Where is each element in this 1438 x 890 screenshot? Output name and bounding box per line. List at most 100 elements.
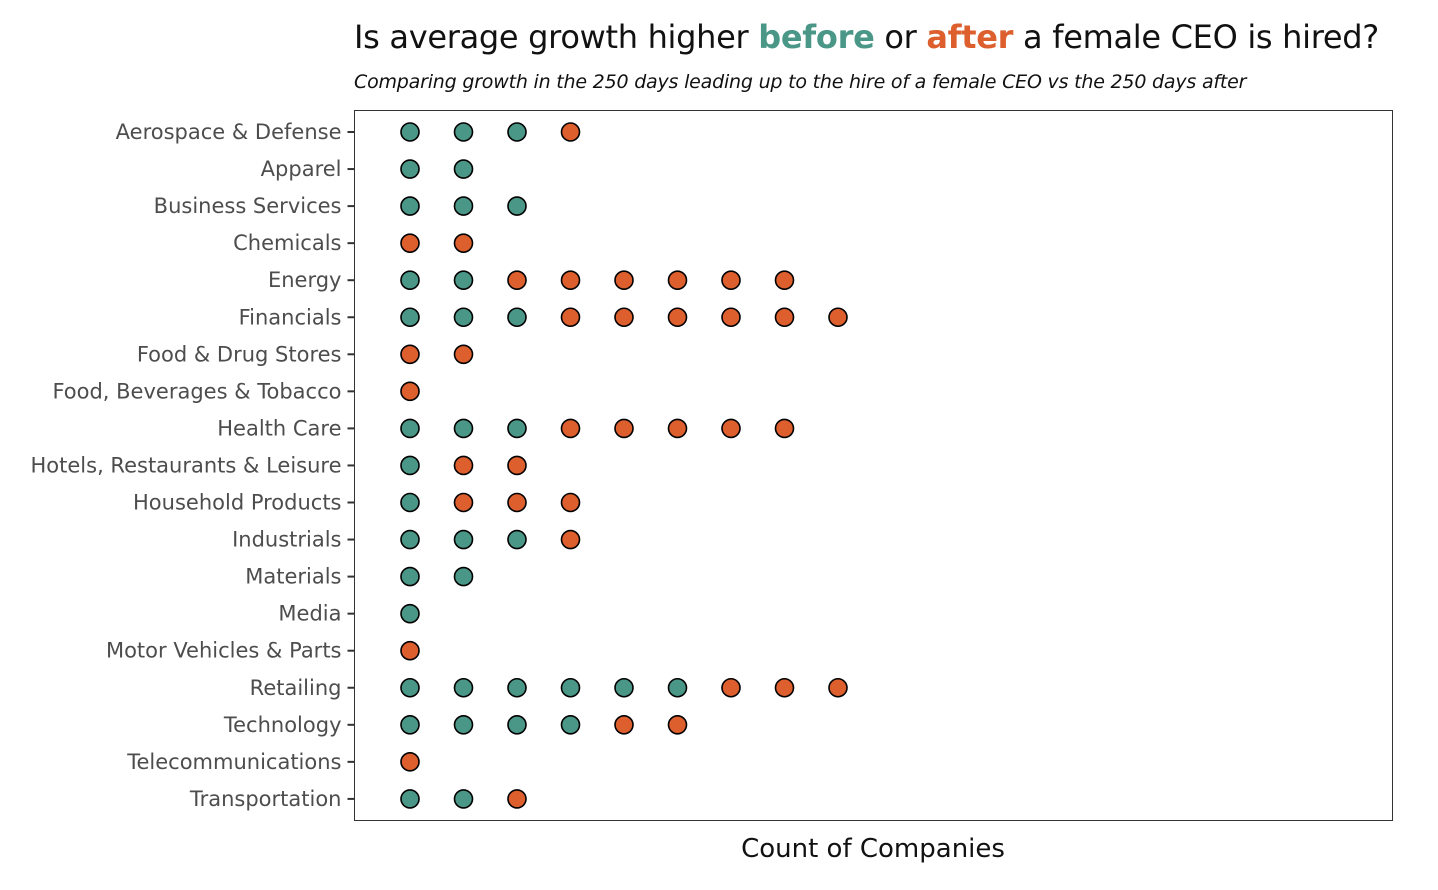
- dot-before: [507, 529, 527, 550]
- dot-after: [667, 714, 688, 735]
- category-axis: Aerospace & Defense Apparel Business Servi…: [31, 120, 355, 811]
- title-before-word: before: [758, 18, 875, 56]
- dot-after: [667, 270, 688, 291]
- chart-subtitle: Comparing growth in the 250 days leading…: [354, 71, 1247, 93]
- dot-after: [774, 418, 795, 439]
- title-prefix: Is average growth higher: [354, 18, 759, 56]
- dot-after: [774, 307, 795, 328]
- dot-before: [400, 677, 420, 698]
- dot-before: [560, 714, 581, 735]
- dot-before: [400, 455, 420, 476]
- dot-before: [507, 307, 527, 328]
- dot-before: [453, 196, 474, 216]
- dot-before: [400, 418, 420, 439]
- dot-before: [453, 714, 474, 735]
- dot-before: [453, 159, 474, 179]
- dot-before: [507, 714, 527, 735]
- x-axis-label: Count of Companies: [741, 834, 1005, 864]
- dot-after: [400, 344, 420, 365]
- dot-after: [400, 640, 420, 661]
- dot-after: [507, 270, 527, 291]
- dot-before: [453, 789, 474, 809]
- dot-before: [400, 714, 420, 735]
- dot-before: [453, 270, 474, 291]
- dot-after: [667, 307, 688, 328]
- dot-before: [400, 122, 420, 142]
- category-label: Food, Beverages & Tobacco: [52, 379, 341, 403]
- dot-before: [560, 677, 581, 698]
- dot-after: [828, 677, 848, 698]
- category-label: Food & Drug Stores: [137, 342, 342, 366]
- dot-before: [453, 307, 474, 328]
- dot-before: [453, 418, 474, 439]
- category-label: Media: [278, 602, 341, 626]
- dot-before: [507, 122, 527, 142]
- category-label: Financials: [239, 305, 342, 329]
- dot-before: [400, 492, 420, 513]
- dot-before: [400, 603, 420, 624]
- category-label: Hotels, Restaurants & Leisure: [31, 453, 342, 477]
- dot-after: [400, 233, 420, 253]
- dot-after: [560, 270, 581, 291]
- category-label: Business Services: [154, 194, 342, 218]
- category-label: Chemicals: [233, 231, 341, 255]
- dot-before: [453, 122, 474, 142]
- category-label: Apparel: [261, 157, 342, 181]
- category-label: Technology: [223, 713, 342, 737]
- dot-after: [453, 455, 474, 476]
- dot-before: [400, 196, 420, 216]
- dot-before: [614, 677, 634, 698]
- category-label: Industrials: [232, 528, 341, 552]
- dot-after: [721, 418, 741, 439]
- dot-after: [453, 492, 474, 513]
- dot-after: [507, 455, 527, 476]
- category-label: Household Products: [133, 491, 341, 515]
- dot-before: [453, 566, 474, 587]
- dot-before: [507, 196, 527, 216]
- dots-layer: [400, 122, 848, 809]
- dot-after: [774, 270, 795, 291]
- dot-before: [453, 529, 474, 550]
- title-suffix: a female CEO is hired?: [1013, 18, 1379, 56]
- category-label: Energy: [268, 268, 342, 292]
- dot-after: [614, 418, 634, 439]
- dot-after: [507, 492, 527, 513]
- dot-after: [560, 307, 581, 328]
- category-label: Telecommunications: [126, 750, 341, 774]
- dot-after: [774, 677, 795, 698]
- dot-after: [560, 418, 581, 439]
- dot-after: [560, 122, 581, 142]
- dot-after: [667, 418, 688, 439]
- category-label: Motor Vehicles & Parts: [106, 639, 342, 663]
- category-label: Health Care: [217, 416, 341, 440]
- dot-before: [453, 677, 474, 698]
- dot-after: [400, 381, 420, 402]
- dot-after: [828, 307, 848, 328]
- dot-before: [400, 159, 420, 179]
- category-label: Aerospace & Defense: [116, 120, 342, 144]
- dot-before: [400, 529, 420, 550]
- dot-after: [453, 344, 474, 365]
- dot-after: [614, 714, 634, 735]
- title-after-word: after: [926, 18, 1014, 56]
- dot-before: [400, 307, 420, 328]
- category-label: Retailing: [250, 676, 342, 700]
- dot-before: [400, 566, 420, 587]
- dot-after: [614, 307, 634, 328]
- dot-before: [507, 677, 527, 698]
- dot-after: [614, 270, 634, 291]
- dot-after: [560, 529, 581, 550]
- dot-after: [400, 752, 420, 772]
- title-middle: or: [874, 18, 927, 56]
- dot-before: [667, 677, 688, 698]
- dot-after: [507, 789, 527, 809]
- dot-after: [453, 233, 474, 253]
- dot-after: [560, 492, 581, 513]
- category-label: Transportation: [189, 787, 342, 811]
- dot-before: [400, 270, 420, 291]
- dot-after: [721, 270, 741, 291]
- chart-title: Is average growth higher before or after…: [354, 18, 1379, 56]
- dot-after: [721, 307, 741, 328]
- category-label: Materials: [245, 565, 341, 589]
